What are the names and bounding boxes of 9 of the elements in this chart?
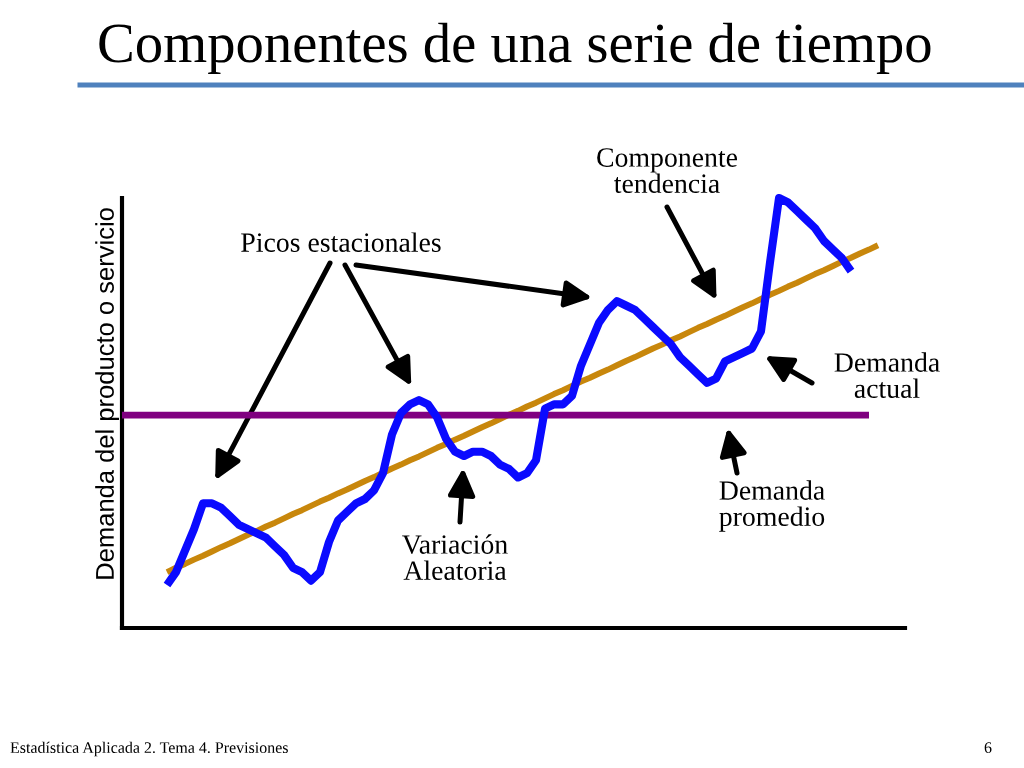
text: Componente tendencia bbox=[597, 148, 738, 194]
annotation: Picos estacionales bbox=[241, 232, 441, 252]
annotation: Demanda promedio bbox=[719, 480, 825, 532]
text: 6 bbox=[984, 742, 992, 753]
annotation: Variación Aleatoria bbox=[402, 534, 508, 581]
text: Estadística Aplicada 2. Tema 4. Previsiones bbox=[10, 741, 288, 757]
annotation: Demanda actual bbox=[834, 352, 940, 399]
chart-title: Componentes de una serie de tiempo bbox=[99, 22, 931, 75]
y-axis-title: Demanda del producto o servicio bbox=[95, 208, 119, 579]
